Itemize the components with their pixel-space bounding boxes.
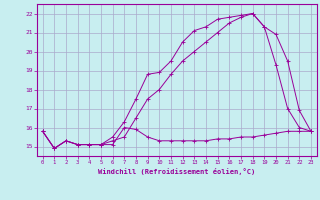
X-axis label: Windchill (Refroidissement éolien,°C): Windchill (Refroidissement éolien,°C) <box>98 168 255 175</box>
